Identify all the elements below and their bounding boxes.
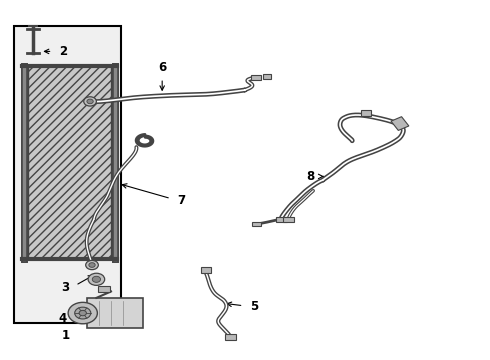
- Text: 3: 3: [61, 282, 70, 294]
- Circle shape: [68, 302, 98, 324]
- Text: 7: 7: [177, 194, 185, 207]
- Bar: [98, 286, 110, 292]
- Circle shape: [74, 307, 91, 319]
- Text: 1: 1: [62, 329, 70, 342]
- Bar: [276, 217, 287, 222]
- Circle shape: [84, 97, 97, 106]
- Bar: [225, 334, 236, 340]
- Bar: [87, 298, 143, 328]
- Circle shape: [89, 263, 95, 267]
- Circle shape: [86, 260, 98, 270]
- Circle shape: [87, 99, 93, 104]
- Circle shape: [79, 310, 86, 316]
- Text: 5: 5: [250, 300, 258, 313]
- Bar: [284, 217, 294, 222]
- Bar: [252, 222, 261, 226]
- Bar: [251, 75, 261, 80]
- Bar: [14, 26, 121, 323]
- Circle shape: [92, 276, 100, 282]
- Bar: [201, 267, 211, 273]
- Text: 4: 4: [58, 312, 66, 325]
- Bar: [391, 117, 409, 130]
- Text: 8: 8: [306, 170, 314, 183]
- Circle shape: [88, 273, 105, 285]
- Bar: [28, 66, 111, 258]
- Bar: [361, 110, 371, 116]
- Text: 2: 2: [59, 45, 67, 58]
- Bar: [263, 74, 271, 79]
- Text: 6: 6: [158, 60, 166, 73]
